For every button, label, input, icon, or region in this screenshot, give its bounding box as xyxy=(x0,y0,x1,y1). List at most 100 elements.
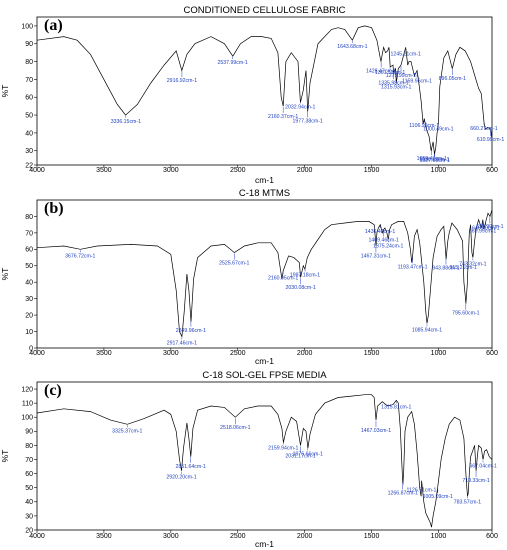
panel-1: C-18 MTMS (b) 4000 3500 3000 2500 2000 1500 1000… xyxy=(0,188,504,366)
peak-label: 719.33cm-1 xyxy=(462,478,490,484)
peak-label: 1027.65cm-1 xyxy=(420,158,450,164)
y-tick-label: 30 xyxy=(25,148,33,155)
peak-label: 2160.37cm-1 xyxy=(268,114,298,120)
peak-label: 1428.47cm-1 xyxy=(366,68,396,74)
peak-label: 1266.87cm-1 xyxy=(388,490,418,496)
y-tick-label: 22 xyxy=(25,162,33,169)
x-tick-label: 1500 xyxy=(364,167,380,174)
x-tick-label: 1500 xyxy=(364,533,380,540)
x-tick-label: 3500 xyxy=(96,533,112,540)
y-tick-label: 20 xyxy=(25,527,33,534)
chart-title: C-18 SOL-GEL FPSE MEDIA xyxy=(202,370,327,381)
peak-label: 1315.81cm-1 xyxy=(381,404,411,410)
peak-label: 660.27cm-1 xyxy=(470,126,498,132)
peak-label: 2031.17cm-1 xyxy=(285,453,315,459)
y-tick-label: 40 xyxy=(25,130,33,137)
y-tick-label: 100 xyxy=(21,23,33,30)
peak-label: 1050.47cm-1 xyxy=(417,156,447,162)
peak-label: 2916.92cm-1 xyxy=(167,78,197,84)
y-tick-label: 50 xyxy=(25,112,33,119)
peak-label: 2030.08cm-1 xyxy=(285,285,315,291)
peak-label: 1361.52cm-1 xyxy=(375,70,405,76)
x-tick-label: 2500 xyxy=(230,167,246,174)
x-tick-label: 4000 xyxy=(29,167,45,174)
peak-label: 1245.21cm-1 xyxy=(391,51,421,57)
y-tick-label: 30 xyxy=(25,296,33,303)
y-tick-label: 90 xyxy=(25,429,33,436)
peak-label: 815.21cm-1 xyxy=(449,265,477,271)
peak-label: 1976.66cm-1 xyxy=(293,451,323,457)
peak-label: 2160.95cm-1 xyxy=(268,275,298,281)
peak-label: 2917.46cm-1 xyxy=(167,340,197,346)
peak-label: 667.04cm-1 xyxy=(469,463,497,469)
y-tick-label: 50 xyxy=(25,485,33,492)
peak-label: 1643.68cm-1 xyxy=(337,44,367,50)
panel-0: CONDITIONED CELLULOSE FABRIC (a) 4000 3500 3… xyxy=(0,5,504,185)
peak-label: 3676.72cm-1 xyxy=(65,253,95,259)
y-tick-label: 70 xyxy=(25,77,33,84)
y-tick-label: 10 xyxy=(25,329,33,336)
peak-label: 1467.31cm-1 xyxy=(361,254,391,260)
peak-label: 1085.94cm-1 xyxy=(412,327,442,333)
panel-label: (b) xyxy=(44,200,64,217)
peak-label: 1126.71cm-1 xyxy=(407,487,437,493)
y-axis-label: %T xyxy=(0,450,10,463)
peak-label: 610.99cm-1 xyxy=(477,137,505,143)
peak-label: 1315.93cm-1 xyxy=(381,84,411,90)
x-axis-label: cm-1 xyxy=(255,539,274,549)
plot-frame xyxy=(36,199,493,349)
y-tick-label: 80 xyxy=(25,443,33,450)
y-tick-label: 90 xyxy=(25,41,33,48)
peak-label: 1030.89cm-1 xyxy=(419,157,449,163)
x-tick-label: 3500 xyxy=(96,350,112,357)
x-tick-label: 2000 xyxy=(297,533,313,540)
spectrum-line xyxy=(36,209,493,338)
peak-label: 743.32cm-1 xyxy=(459,261,487,267)
peak-label: 1335.98cm-1 xyxy=(378,80,408,86)
y-tick-label: 40 xyxy=(25,280,33,287)
x-tick-label: 600 xyxy=(486,350,498,357)
peak-label: 1000.49cm-1 xyxy=(423,127,453,133)
peak-label: 1375.24cm-1 xyxy=(373,243,403,249)
peak-label: 896.05cm-1 xyxy=(439,76,467,82)
y-tick-label: 60 xyxy=(25,471,33,478)
x-tick-label: 3500 xyxy=(96,167,112,174)
y-tick-label: 120 xyxy=(21,386,33,393)
y-tick-label: 0 xyxy=(29,345,33,352)
x-axis-label: cm-1 xyxy=(255,175,274,185)
x-tick-label: 3000 xyxy=(163,533,179,540)
y-tick-label: 50 xyxy=(25,263,33,270)
peak-label: 1005.09cm-1 xyxy=(423,494,453,500)
panel-2: C-18 SOL-GEL FPSE MEDIA (c) 4000 3500 3000 25… xyxy=(0,370,498,549)
y-tick-label: 70 xyxy=(25,230,33,237)
plot-frame xyxy=(36,16,493,166)
y-tick-label: 60 xyxy=(25,95,33,102)
peak-label: 2537.99cm-1 xyxy=(218,60,248,66)
y-axis-label: %T xyxy=(0,85,10,98)
spectrum-line xyxy=(36,25,493,155)
x-tick-label: 4000 xyxy=(29,533,45,540)
plot-frame xyxy=(36,381,493,531)
peak-label: 2849.96cm-1 xyxy=(176,328,206,334)
peak-label: 1159.96cm-1 xyxy=(402,79,432,85)
x-tick-label: 1000 xyxy=(431,167,447,174)
peak-label: 795.60cm-1 xyxy=(452,311,480,317)
y-tick-label: 40 xyxy=(25,499,33,506)
x-tick-label: 2500 xyxy=(230,350,246,357)
peak-label: 1193.47cm-1 xyxy=(398,264,428,270)
x-tick-label: 2500 xyxy=(230,533,246,540)
peak-label: 943.88cm-1 xyxy=(432,265,460,271)
peak-label: 669.99cm-1 xyxy=(469,228,497,234)
peak-label: 783.57cm-1 xyxy=(454,499,482,505)
peak-label: 2159.94cm-1 xyxy=(268,445,298,451)
peak-label: 1106.99cm-1 xyxy=(409,123,439,129)
x-axis-label: cm-1 xyxy=(255,356,274,366)
panel-label: (c) xyxy=(44,382,62,399)
spectrum-line xyxy=(36,394,493,528)
chart-title: CONDITIONED CELLULOSE FABRIC xyxy=(183,5,345,16)
y-tick-label: 110 xyxy=(22,401,33,408)
peak-label: 2518.06cm-1 xyxy=(220,425,250,431)
x-tick-label: 1000 xyxy=(431,350,447,357)
y-tick-label: 20 xyxy=(25,313,33,320)
